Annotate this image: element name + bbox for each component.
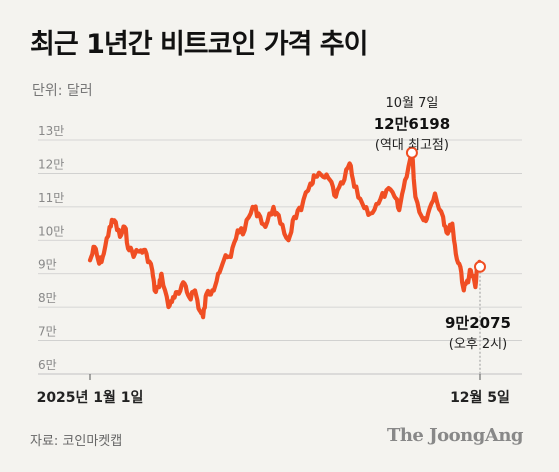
x-tick-label: 2025년 1월 1일 [37, 389, 144, 406]
last-value-time: (오후 2시) [449, 337, 507, 352]
y-tick-label: 11만 [38, 191, 64, 205]
y-tick-label: 7만 [38, 325, 57, 339]
y-tick-label: 12만 [38, 157, 64, 171]
brand-logo: The JoongAng [386, 425, 524, 446]
y-tick-label: 8만 [38, 291, 57, 305]
last-value-marker [474, 260, 486, 273]
unit-label: 단위: 달러 [32, 83, 93, 99]
last-value-text: 9만2075 [445, 314, 511, 332]
peak-annotation-text: 12만6198 [374, 115, 450, 133]
y-tick-label: 9만 [38, 258, 57, 272]
price-series-line [87, 150, 483, 320]
y-tick-label: 10만 [38, 224, 64, 238]
x-tick-label: 12월 5일 [450, 389, 510, 406]
peak-marker [405, 146, 418, 159]
source-label: 자료: 코인마켓캡 [30, 434, 123, 449]
chart-title: 최근 1년간 비트코인 가격 추이 [30, 29, 368, 60]
y-tick-label: 13만 [38, 124, 64, 138]
y-tick-label: 6만 [38, 358, 57, 372]
peak-annotation-text: 10월 7일 [385, 96, 438, 111]
peak-annotation-text: (역대 최고점) [375, 138, 449, 153]
